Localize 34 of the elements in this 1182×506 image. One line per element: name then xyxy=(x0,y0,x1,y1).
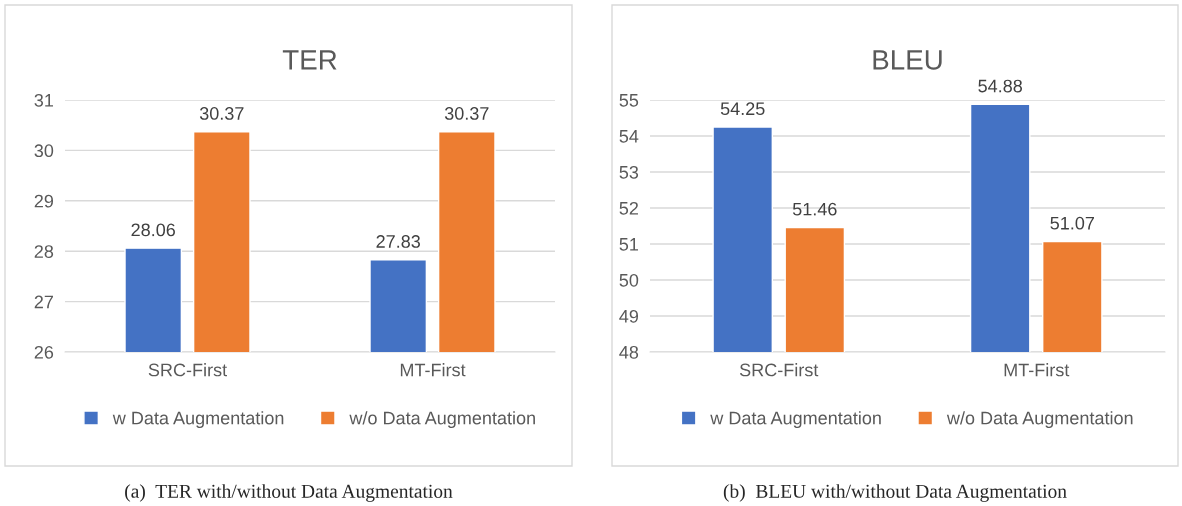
x-tick-label: MT-First xyxy=(400,363,466,377)
x-tick-label: SRC-First xyxy=(739,363,819,377)
y-tick-label: 52 xyxy=(619,201,638,215)
y-tick-label: 28 xyxy=(34,245,54,258)
y-tick-label: 26 xyxy=(34,345,54,359)
text: (a) TER with/without Data Augmentation xyxy=(125,484,453,502)
y-tick-label: 27 xyxy=(34,295,53,309)
data-label: 51.46 xyxy=(792,202,837,216)
y-tick-label: 53 xyxy=(619,165,639,179)
legend-label: w Data Augmentation xyxy=(112,411,284,429)
x-tick-label: MT-First xyxy=(1004,363,1070,377)
y-tick-label: 50 xyxy=(619,273,639,287)
data-label: 30.37 xyxy=(444,107,489,120)
y-tick-label: 51 xyxy=(619,238,639,251)
data-label: 27.83 xyxy=(376,235,420,248)
data-label: 51.07 xyxy=(1050,216,1094,230)
legend-label: w/o Data Augmentation xyxy=(946,411,1133,429)
x-tick-label: SRC-First xyxy=(148,363,227,377)
data-label: 54.88 xyxy=(978,79,1023,93)
y-tick-label: 31 xyxy=(34,93,54,107)
text: (b) BLEU with/without Data Augmentation xyxy=(723,484,1067,502)
data-label: 30.37 xyxy=(199,107,244,120)
y-tick-label: 49 xyxy=(619,309,639,323)
y-tick-label: 54 xyxy=(619,130,639,143)
legend-label: w/o Data Augmentation xyxy=(349,411,535,429)
chart-title: TER xyxy=(282,50,337,70)
data-label: 54.25 xyxy=(720,102,765,116)
chart-title: BLEU xyxy=(873,50,942,70)
y-tick-label: 55 xyxy=(619,94,639,107)
legend-label: w Data Augmentation xyxy=(710,411,881,429)
y-tick-label: 48 xyxy=(619,345,639,359)
y-tick-label: 29 xyxy=(34,194,54,208)
data-label: 28.06 xyxy=(131,223,175,237)
y-tick-label: 30 xyxy=(34,144,54,158)
